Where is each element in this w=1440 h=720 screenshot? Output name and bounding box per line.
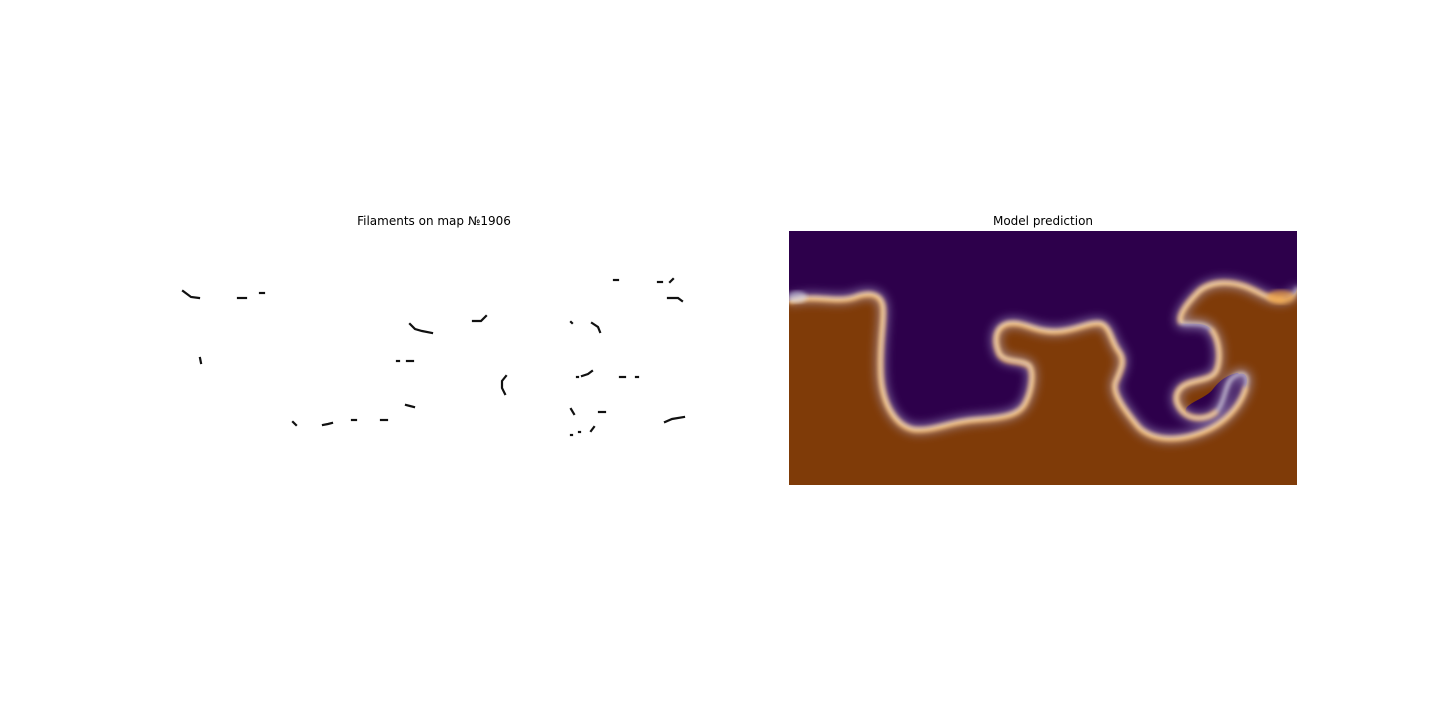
filament-segment (663, 415, 686, 424)
filament-segment (589, 425, 596, 433)
filament-segment (408, 322, 434, 335)
prediction-map-svg (789, 231, 1297, 485)
filament-segment (590, 321, 602, 334)
right-panel-title: Model prediction (992, 214, 1094, 228)
filament-segment (668, 277, 675, 284)
prediction-map-panel (789, 231, 1297, 485)
filament-segment (569, 407, 576, 416)
filament-segment (500, 374, 508, 396)
filament-segment (580, 369, 594, 378)
filament-segment (471, 314, 488, 323)
left-panel-title: Filaments on map №1906 (357, 214, 511, 228)
filament-map-svg (181, 277, 686, 437)
filament-segment (404, 403, 416, 409)
filament-segment (291, 420, 298, 427)
filament-segment (666, 296, 684, 303)
filament-segment (181, 289, 201, 300)
filament-segment (569, 320, 574, 325)
filament-segment (321, 421, 334, 427)
filament-map-panel (180, 231, 688, 485)
prediction-high-region (789, 282, 1297, 485)
filament-segment (198, 356, 203, 365)
